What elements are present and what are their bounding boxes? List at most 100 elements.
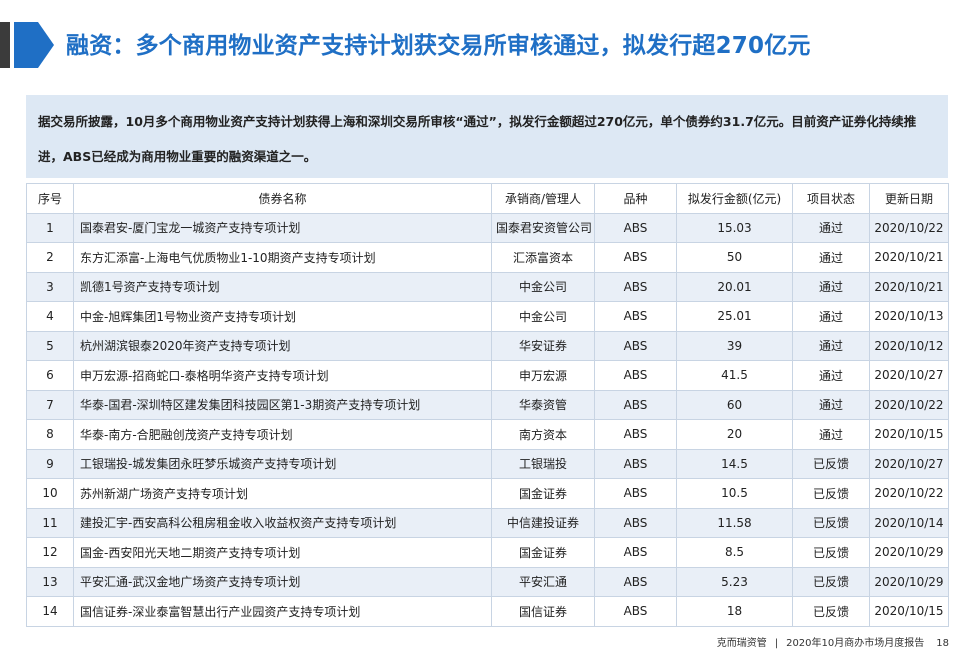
table-row: 3 凯德1号资产支持专项计划 中金公司 ABS 20.01 通过 2020/10/21 <box>26 271 949 302</box>
cell-underwriter: 平安汇通 <box>491 566 595 597</box>
cell-bond-name: 苏州新湖广场资产支持专项计划 <box>73 478 492 509</box>
cell-type: ABS <box>594 360 677 391</box>
cell-bond-name: 工银瑞投-城发集团永旺梦乐城资产支持专项计划 <box>73 448 492 479</box>
table-row: 7 华泰-国君-深圳特区建发集团科技园区第1-3期资产支持专项计划 华泰资管 ABS 6… <box>26 389 949 420</box>
cell-update-date: 2020/10/22 <box>869 389 949 420</box>
cell-status: 通过 <box>792 389 870 420</box>
cell-update-date: 2020/10/21 <box>869 242 949 273</box>
cell-type: ABS <box>594 537 677 568</box>
cell-index: 4 <box>26 301 74 332</box>
table-row: 11 建投汇宇-西安高科公租房租金收入收益权资产支持专项计划 中信建投证券 ABS 11… <box>26 507 949 538</box>
cell-underwriter: 工银瑞投 <box>491 448 595 479</box>
header-underwriter: 承销商/管理人 <box>491 183 595 214</box>
footer: 克而瑞资管 | 2020年10月商办市场月度报告 18 <box>717 634 949 649</box>
cell-index: 10 <box>26 478 74 509</box>
cell-status: 通过 <box>792 212 870 243</box>
cell-bond-name: 杭州湖滨银泰2020年资产支持专项计划 <box>73 330 492 361</box>
cell-index: 12 <box>26 537 74 568</box>
cell-update-date: 2020/10/14 <box>869 507 949 538</box>
cell-index: 8 <box>26 419 74 450</box>
cell-index: 7 <box>26 389 74 420</box>
cell-bond-name: 东方汇添富-上海电气优质物业1-10期资产支持专项计划 <box>73 242 492 273</box>
cell-bond-name: 国金-西安阳光天地二期资产支持专项计划 <box>73 537 492 568</box>
table-row: 8 华泰-南方-合肥融创茂资产支持专项计划 南方资本 ABS 20 通过 2020/10/1… <box>26 419 949 450</box>
cell-bond-name: 凯德1号资产支持专项计划 <box>73 271 492 302</box>
cell-index: 3 <box>26 271 74 302</box>
cell-update-date: 2020/10/22 <box>869 212 949 243</box>
summary-text: 据交易所披露，10月多个商用物业资产支持计划获得上海和深圳交易所审核“通过”，拟… <box>38 114 917 164</box>
cell-underwriter: 国泰君安资管公司 <box>491 212 595 243</box>
cell-update-date: 2020/10/22 <box>869 478 949 509</box>
cell-type: ABS <box>594 389 677 420</box>
cell-index: 13 <box>26 566 74 597</box>
cell-type: ABS <box>594 271 677 302</box>
cell-type: ABS <box>594 507 677 538</box>
header-type: 品种 <box>594 183 677 214</box>
cell-underwriter: 国金证券 <box>491 537 595 568</box>
footer-brand: 克而瑞资管 <box>716 638 767 649</box>
footer-report: 2020年10月商办市场月度报告 <box>786 638 925 649</box>
cell-update-date: 2020/10/13 <box>869 301 949 332</box>
table-row: 14 国信证券-深业泰富智慧出行产业园资产支持专项计划 国信证券 ABS 18 已反馈 20… <box>26 596 949 627</box>
cell-type: ABS <box>594 419 677 450</box>
cell-underwriter: 申万宏源 <box>491 360 595 391</box>
cell-underwriter: 华安证券 <box>491 330 595 361</box>
cell-type: ABS <box>594 330 677 361</box>
cell-bond-name: 华泰-南方-合肥融创茂资产支持专项计划 <box>73 419 492 450</box>
cell-type: ABS <box>594 448 677 479</box>
table-row: 6 申万宏源-招商蛇口-泰格明华资产支持专项计划 申万宏源 ABS 41.5 通过 2020… <box>26 360 949 391</box>
cell-status: 通过 <box>792 242 870 273</box>
header-index: 序号 <box>26 183 74 214</box>
cell-amount: 15.03 <box>676 212 793 243</box>
summary-box: 据交易所披露，10月多个商用物业资产支持计划获得上海和深圳交易所审核“通过”，拟… <box>26 95 948 178</box>
bond-table: 序号 债券名称 承销商/管理人 品种 拟发行金额(亿元) 项目状态 更新日期 1… <box>26 183 949 627</box>
cell-status: 通过 <box>792 301 870 332</box>
cell-type: ABS <box>594 566 677 597</box>
cell-index: 5 <box>26 330 74 361</box>
cell-update-date: 2020/10/29 <box>869 566 949 597</box>
cell-bond-name: 申万宏源-招商蛇口-泰格明华资产支持专项计划 <box>73 360 492 391</box>
cell-update-date: 2020/10/29 <box>869 537 949 568</box>
table-row: 12 国金-西安阳光天地二期资产支持专项计划 国金证券 ABS 8.5 已反馈 2020/1… <box>26 537 949 568</box>
cell-status: 通过 <box>792 360 870 391</box>
table-row: 5 杭州湖滨银泰2020年资产支持专项计划 华安证券 ABS 39 通过 2020/10/1… <box>26 330 949 361</box>
cell-status: 已反馈 <box>792 448 870 479</box>
cell-amount: 10.5 <box>676 478 793 509</box>
cell-amount: 25.01 <box>676 301 793 332</box>
cell-underwriter: 国信证券 <box>491 596 595 627</box>
cell-update-date: 2020/10/15 <box>869 419 949 450</box>
cell-index: 11 <box>26 507 74 538</box>
cell-status: 已反馈 <box>792 566 870 597</box>
table-row: 2 东方汇添富-上海电气优质物业1-10期资产支持专项计划 汇添富资本 ABS 50 通过… <box>26 242 949 273</box>
cell-bond-name: 中金-旭辉集团1号物业资产支持专项计划 <box>73 301 492 332</box>
cell-update-date: 2020/10/27 <box>869 360 949 391</box>
cell-bond-name: 华泰-国君-深圳特区建发集团科技园区第1-3期资产支持专项计划 <box>73 389 492 420</box>
cell-amount: 60 <box>676 389 793 420</box>
footer-separator: | <box>774 638 779 649</box>
header-bond-name: 债券名称 <box>73 183 492 214</box>
cell-amount: 20.01 <box>676 271 793 302</box>
chevron-right-icon <box>14 22 54 68</box>
cell-amount: 20 <box>676 419 793 450</box>
cell-status: 已反馈 <box>792 507 870 538</box>
cell-update-date: 2020/10/27 <box>869 448 949 479</box>
cell-amount: 18 <box>676 596 793 627</box>
cell-index: 14 <box>26 596 74 627</box>
cell-index: 2 <box>26 242 74 273</box>
cell-status: 已反馈 <box>792 478 870 509</box>
cell-bond-name: 国信证券-深业泰富智慧出行产业园资产支持专项计划 <box>73 596 492 627</box>
cell-type: ABS <box>594 301 677 332</box>
cell-status: 已反馈 <box>792 537 870 568</box>
page-number: 18 <box>936 638 949 649</box>
cell-update-date: 2020/10/15 <box>869 596 949 627</box>
cell-update-date: 2020/10/21 <box>869 271 949 302</box>
cell-underwriter: 中金公司 <box>491 301 595 332</box>
cell-amount: 11.58 <box>676 507 793 538</box>
table-row: 9 工银瑞投-城发集团永旺梦乐城资产支持专项计划 工银瑞投 ABS 14.5 已反馈 202… <box>26 448 949 479</box>
table-row: 10 苏州新湖广场资产支持专项计划 国金证券 ABS 10.5 已反馈 2020/10/22 <box>26 478 949 509</box>
cell-bond-name: 建投汇宇-西安高科公租房租金收入收益权资产支持专项计划 <box>73 507 492 538</box>
header-amount: 拟发行金额(亿元) <box>676 183 793 214</box>
cell-amount: 39 <box>676 330 793 361</box>
cell-status: 通过 <box>792 330 870 361</box>
cell-index: 1 <box>26 212 74 243</box>
